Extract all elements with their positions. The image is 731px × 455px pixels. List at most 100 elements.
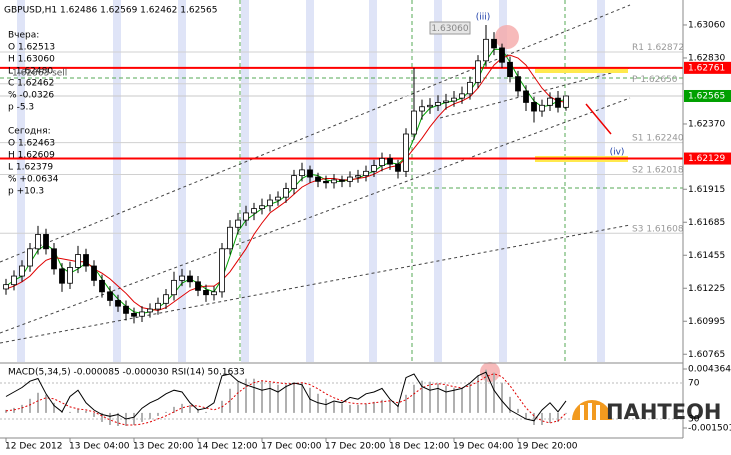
candle-body xyxy=(259,205,265,210)
pivot-name: S1 xyxy=(632,133,643,143)
logo-shape xyxy=(596,405,600,420)
arrow xyxy=(585,103,612,135)
info-line: p -5.3 xyxy=(8,103,34,113)
candle-body xyxy=(283,188,289,198)
info-panel: GBPUSD,H1 1.62486 1.62569 1.62462 1.6256… xyxy=(4,6,217,197)
y-tick-label: 1.62370 xyxy=(688,119,725,129)
candle-body xyxy=(115,300,121,307)
band xyxy=(113,0,121,362)
info-line: C 1.62462 xyxy=(8,79,54,89)
candle-body xyxy=(99,279,105,293)
band xyxy=(178,0,186,362)
info-line: L 1.62379 xyxy=(8,163,53,173)
band xyxy=(17,0,25,362)
x-tick-label: 19 Dec 20:00 xyxy=(517,442,578,452)
candle-body xyxy=(291,175,297,189)
candle-body xyxy=(251,208,257,214)
rsi-tick-label: 30 xyxy=(688,415,700,425)
candle-body xyxy=(355,175,361,178)
level-label: 1.62129 xyxy=(688,154,725,164)
trendlines xyxy=(0,4,631,344)
high-marker-box xyxy=(429,21,471,35)
candle-body xyxy=(91,265,97,281)
candle-body xyxy=(139,311,145,317)
candle-body xyxy=(395,163,401,172)
candle-body xyxy=(347,176,353,182)
trendline xyxy=(0,97,631,334)
candle-body xyxy=(83,254,89,267)
info-line: Вчера: xyxy=(8,31,39,41)
logo-shape xyxy=(580,405,584,420)
info-line: % +0.0634 xyxy=(8,175,59,185)
info-line: H 1.62609 xyxy=(8,151,55,161)
wave-label: (iii) xyxy=(476,13,491,23)
candle-body xyxy=(323,180,329,184)
day-separators xyxy=(0,0,683,362)
candle-body xyxy=(331,179,337,184)
x-tick-label: 14 Dec 12:00 xyxy=(197,442,258,452)
pivot-label: P 1.62650 xyxy=(632,74,678,84)
high-marker: 1.63060 xyxy=(431,24,468,34)
candle-body xyxy=(267,199,273,207)
candle-body xyxy=(299,169,305,177)
candle-body xyxy=(179,275,185,281)
logo-shape xyxy=(588,403,592,420)
macd-tick-label: -0.001501 xyxy=(688,424,731,434)
candle-body xyxy=(227,226,233,250)
pivot-name: R1 xyxy=(632,42,644,52)
candle-body xyxy=(363,170,369,177)
candle-body xyxy=(243,212,249,221)
pivot-name: S3 xyxy=(632,224,643,234)
candle-body xyxy=(387,158,393,165)
y-tick-label: 1.63060 xyxy=(688,20,725,30)
pivot-name: P xyxy=(632,74,638,84)
candle-body xyxy=(35,234,41,250)
candle-body xyxy=(515,76,521,92)
pivot-label: S1 1.62240 xyxy=(632,133,684,143)
candle-body xyxy=(451,97,457,102)
macd-signal xyxy=(5,373,567,426)
candle-body xyxy=(11,275,17,286)
highlight-circle xyxy=(480,362,500,382)
candle-body xyxy=(539,104,545,112)
candle-body xyxy=(219,248,225,293)
candle-body xyxy=(459,93,465,99)
rsi-tick-label: 70 xyxy=(688,378,700,388)
band xyxy=(597,0,605,362)
candle-body xyxy=(547,97,553,106)
candle-body xyxy=(491,38,497,49)
candle-body xyxy=(235,219,241,228)
pivot-label: S2 1.62018 xyxy=(632,165,684,175)
logo: ПАНТЕОН xyxy=(606,400,722,424)
axes: 1.62761 1.62129 1.62565 1.63060 1.62830 1.623… xyxy=(5,20,731,452)
candle-body xyxy=(379,158,385,166)
level-label: 1.62565 xyxy=(688,91,725,101)
candle-body xyxy=(67,267,73,284)
y-tick-label: 1.60995 xyxy=(688,317,725,327)
candle-body xyxy=(19,265,25,277)
candle-body xyxy=(275,196,281,201)
x-tick-label: 12 Dec 2012 xyxy=(5,442,63,452)
candle-body xyxy=(203,290,209,296)
candle-body xyxy=(555,97,561,108)
candle-body xyxy=(483,38,489,62)
level-tag xyxy=(684,61,731,74)
candle-body xyxy=(339,179,345,182)
y-tick-label: 1.61225 xyxy=(688,284,725,294)
y-tick-label: 1.60765 xyxy=(688,350,725,360)
candle-body xyxy=(51,248,57,270)
candle-body xyxy=(419,106,425,112)
candle-body xyxy=(195,281,201,291)
candle-body xyxy=(507,61,513,78)
band xyxy=(241,0,249,362)
info-line: H 1.63060 xyxy=(8,55,55,65)
candle-body xyxy=(475,60,481,83)
macd-tick-label: 0.004364 xyxy=(688,364,731,374)
candle-body xyxy=(131,312,137,317)
candle-body xyxy=(315,176,321,182)
x-tick-label: 13 Dec 20:00 xyxy=(133,442,194,452)
pivot-name: S2 xyxy=(632,165,643,175)
